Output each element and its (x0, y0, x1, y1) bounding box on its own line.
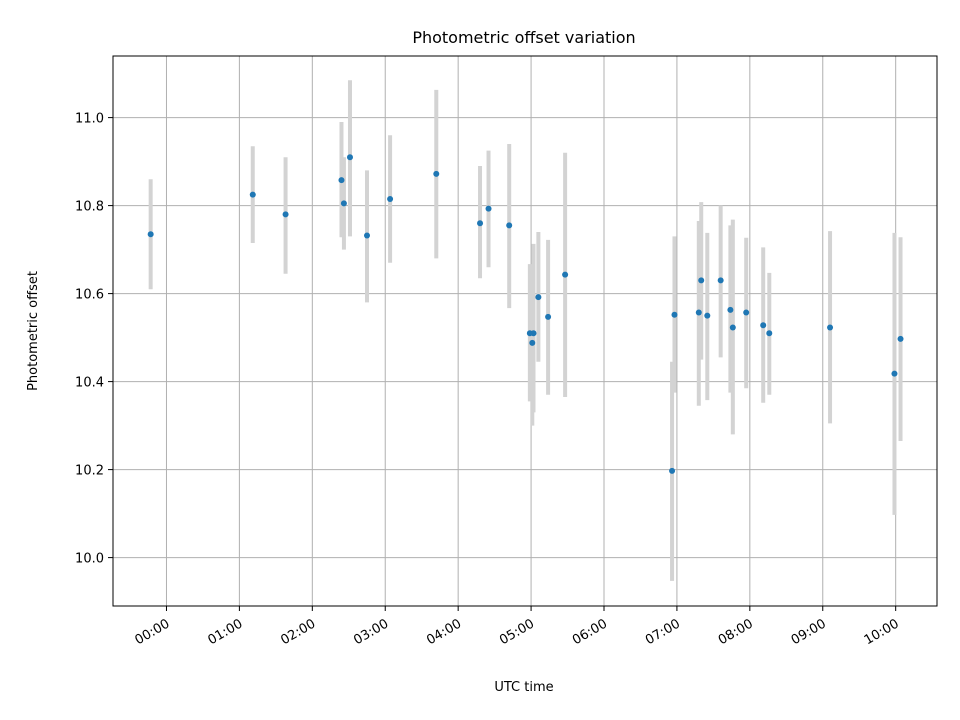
x-tick-label: 09:00 (789, 616, 829, 648)
y-tick-label: 10.8 (75, 200, 104, 215)
data-point (698, 277, 705, 284)
data-point (562, 271, 569, 278)
data-point (433, 170, 440, 177)
x-tick-label: 02:00 (278, 616, 318, 648)
data-point (340, 200, 347, 207)
x-tick-label: 07:00 (643, 616, 683, 648)
data-point (671, 311, 678, 318)
data-point (346, 154, 353, 161)
point-layer (147, 154, 904, 474)
data-point (338, 177, 345, 184)
x-axis-label: UTC time (494, 680, 553, 695)
y-axis-ticks: 10.0 10.2 10.4 10.6 10.8 11.0 (75, 112, 113, 567)
y-tick-label: 10.2 (75, 464, 104, 479)
data-point (485, 205, 492, 212)
y-tick-label: 10.0 (75, 552, 104, 567)
data-point (704, 312, 711, 319)
data-point (477, 220, 484, 227)
data-point (282, 211, 289, 218)
data-point (897, 335, 904, 342)
data-point (147, 231, 154, 238)
x-tick-label: 08:00 (716, 616, 756, 648)
x-tick-label: 04:00 (424, 616, 464, 648)
x-tick-label: 00:00 (133, 616, 173, 648)
y-tick-label: 10.4 (75, 376, 104, 391)
data-point (891, 370, 898, 377)
data-point (530, 330, 537, 337)
x-tick-label: 01:00 (205, 616, 245, 648)
grid-layer (113, 56, 937, 606)
x-tick-label: 05:00 (497, 616, 537, 648)
data-point (529, 339, 536, 346)
data-point (506, 222, 513, 229)
data-point (729, 324, 736, 331)
y-tick-label: 10.6 (75, 288, 104, 303)
data-point (766, 330, 773, 337)
plot-frame (112, 55, 938, 607)
data-point (387, 196, 394, 202)
x-tick-label: 10:00 (862, 616, 902, 648)
data-point (743, 309, 750, 316)
data-point (727, 306, 734, 313)
x-tick-label: 06:00 (570, 616, 610, 648)
data-point (249, 191, 256, 198)
data-point (760, 322, 767, 329)
data-point (535, 294, 542, 301)
x-axis-ticks: 00:00 01:00 02:00 03:00 04:00 05:00 06:00 07:00… (133, 606, 902, 648)
data-point (695, 309, 702, 316)
chart-title: Photometric offset variation (412, 28, 635, 47)
x-tick-label: 03:00 (351, 616, 391, 648)
data-point (717, 277, 724, 284)
data-point (827, 324, 834, 331)
data-point (545, 313, 552, 320)
errorbar-layer (148, 80, 903, 581)
y-tick-label: 11.0 (75, 112, 104, 127)
data-point (364, 232, 371, 239)
data-point (669, 467, 676, 474)
y-axis-label: Photometric offset (26, 271, 41, 391)
